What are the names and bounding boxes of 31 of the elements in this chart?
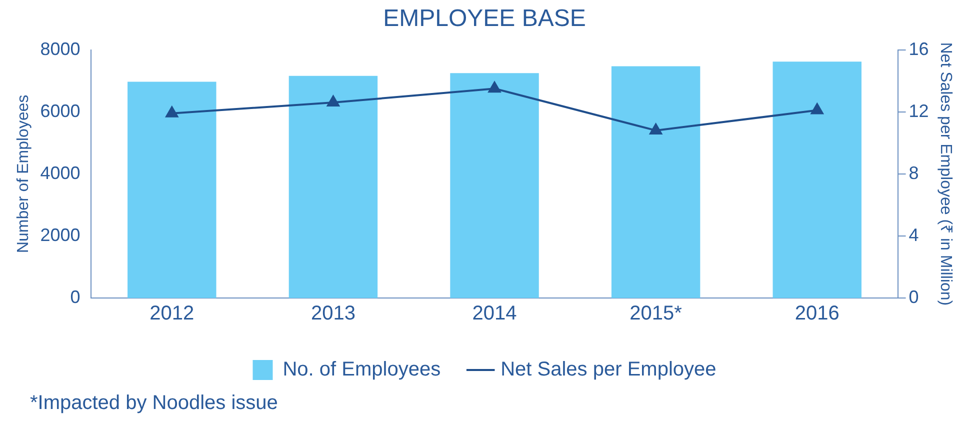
y-axis-title: Number of Employees xyxy=(15,94,32,254)
bar xyxy=(288,76,378,298)
x-tick-label: 2015* xyxy=(630,302,682,325)
y-tick-label: 8000 xyxy=(40,38,80,59)
point xyxy=(166,106,178,118)
bar xyxy=(772,62,862,298)
point xyxy=(650,123,662,134)
text: *Impacted by Noodles issue xyxy=(30,392,278,415)
y2-axis-title: Net Sales per Employee (₹ in Million) xyxy=(936,42,954,306)
bar xyxy=(128,82,216,298)
y-tick-label: 6000 xyxy=(40,100,80,121)
legend-label: Net Sales per Employee xyxy=(500,358,716,381)
y2-tick-label: 16 xyxy=(908,38,929,59)
point xyxy=(810,103,824,114)
bar xyxy=(450,73,539,298)
point xyxy=(327,96,340,107)
x-tick-label: 2012 xyxy=(150,302,194,325)
point xyxy=(488,82,501,93)
chart-title: EMPLOYEE BASE xyxy=(383,5,586,32)
x-tick-label: 2013 xyxy=(310,302,356,325)
y2-tick-label: 4 xyxy=(908,224,919,245)
y2-tick-label: 0 xyxy=(908,286,919,307)
y2-tick-label: 12 xyxy=(908,100,929,121)
y2-tick-label: 8 xyxy=(908,162,919,183)
bar xyxy=(611,66,700,298)
x-tick-label: 2014 xyxy=(472,302,517,325)
y-tick-label: 2000 xyxy=(40,224,80,245)
x-tick-label: 2016 xyxy=(794,302,840,325)
y-tick-label: 0 xyxy=(70,286,80,307)
legend-label: No. of Employees xyxy=(282,358,441,381)
y-tick-label: 4000 xyxy=(40,162,80,183)
